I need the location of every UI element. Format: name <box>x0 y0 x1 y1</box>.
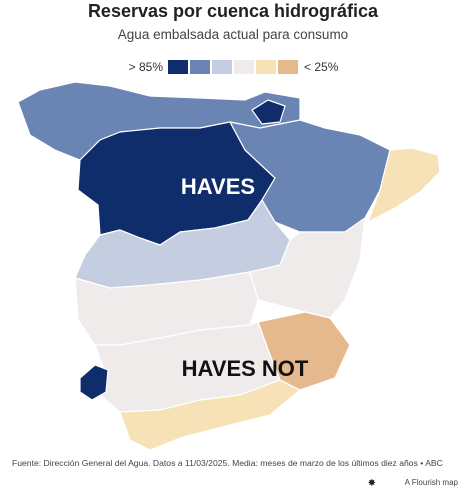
annotation-haves-not: HAVES NOT <box>182 356 309 381</box>
footer-source: Fuente: Dirección General del Agua. Dato… <box>12 458 443 468</box>
region-jucar <box>249 217 366 319</box>
legend-low-label: < 25% <box>304 60 339 74</box>
region-andalucia-coast <box>119 379 301 451</box>
legend-swatch <box>234 60 254 74</box>
legend-swatch <box>256 60 276 74</box>
legend-swatch <box>278 60 298 74</box>
region-cantabrico-small <box>251 99 286 125</box>
legend-swatch <box>168 60 188 74</box>
region-guadalete <box>79 364 109 401</box>
subtitle: Agua embalsada actual para consumo <box>118 27 348 42</box>
legend-swatches <box>168 60 298 74</box>
footer-credit: A Flourish map <box>405 478 459 487</box>
legend-swatch <box>212 60 232 74</box>
map <box>17 81 441 451</box>
legend-high-label: > 85% <box>129 60 164 74</box>
annotation-haves: HAVES <box>181 174 255 199</box>
title: Reservas por cuenca hidrográfica <box>88 1 379 21</box>
legend-swatch <box>190 60 210 74</box>
credit-icon: ✸ <box>368 478 376 489</box>
region-cataluna <box>367 147 441 223</box>
